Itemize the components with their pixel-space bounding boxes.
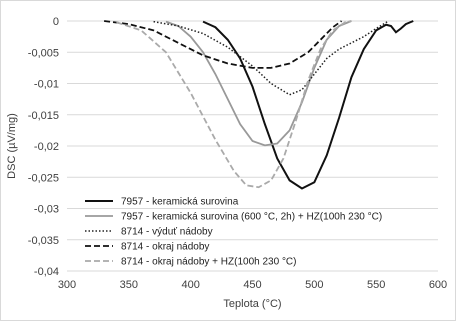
y-tick-label: -0,03 [34,204,59,216]
legend-label: 7957 - keramická surovina [121,197,239,208]
x-tick-label: 450 [243,279,261,291]
axis-layer: 0 -0,005 -0,01 -0,015 -0,02 -0,025 -0,03 -0,035… [28,16,447,291]
x-tick-label: 600 [429,279,447,291]
series-line [202,20,414,190]
series-line [153,20,389,96]
x-tick-label: 550 [367,279,385,291]
x-tick-label: 350 [120,279,138,291]
x-tick-label: 500 [305,279,323,291]
y-tick-label: -0,035 [28,235,59,247]
series-line [116,20,352,189]
series-layer [103,20,414,190]
legend-label: 8714 - okraj nádoby [121,242,209,253]
series-line [103,20,343,69]
x-axis-title: Teplota (°C) [223,298,281,310]
y-tick-label: -0,005 [28,47,59,59]
y-tick-label: -0,01 [34,79,59,91]
legend-label: 8714 - výduť nádoby [121,227,213,238]
y-axis-title: DSC (µV/mg) [6,113,18,179]
y-tick-label: -0,02 [34,141,59,153]
y-tick-label: -0,015 [28,110,59,122]
grid-layer [67,20,438,272]
series-line [165,20,352,147]
x-tick-label: 300 [58,279,76,291]
y-tick-label: -0,04 [34,266,59,278]
y-tick-label: 0 [53,16,59,28]
y-tick-label: -0,025 [28,172,59,184]
legend: 7957 - keramická surovina 7957 - keramick… [85,197,382,268]
x-tick-label: 400 [181,279,199,291]
legend-label: 7957 - keramická surovina (600 °C, 2h) +… [121,212,382,223]
legend-label: 8714 - okraj nádoby + HZ(100h 230 °C) [121,257,297,268]
